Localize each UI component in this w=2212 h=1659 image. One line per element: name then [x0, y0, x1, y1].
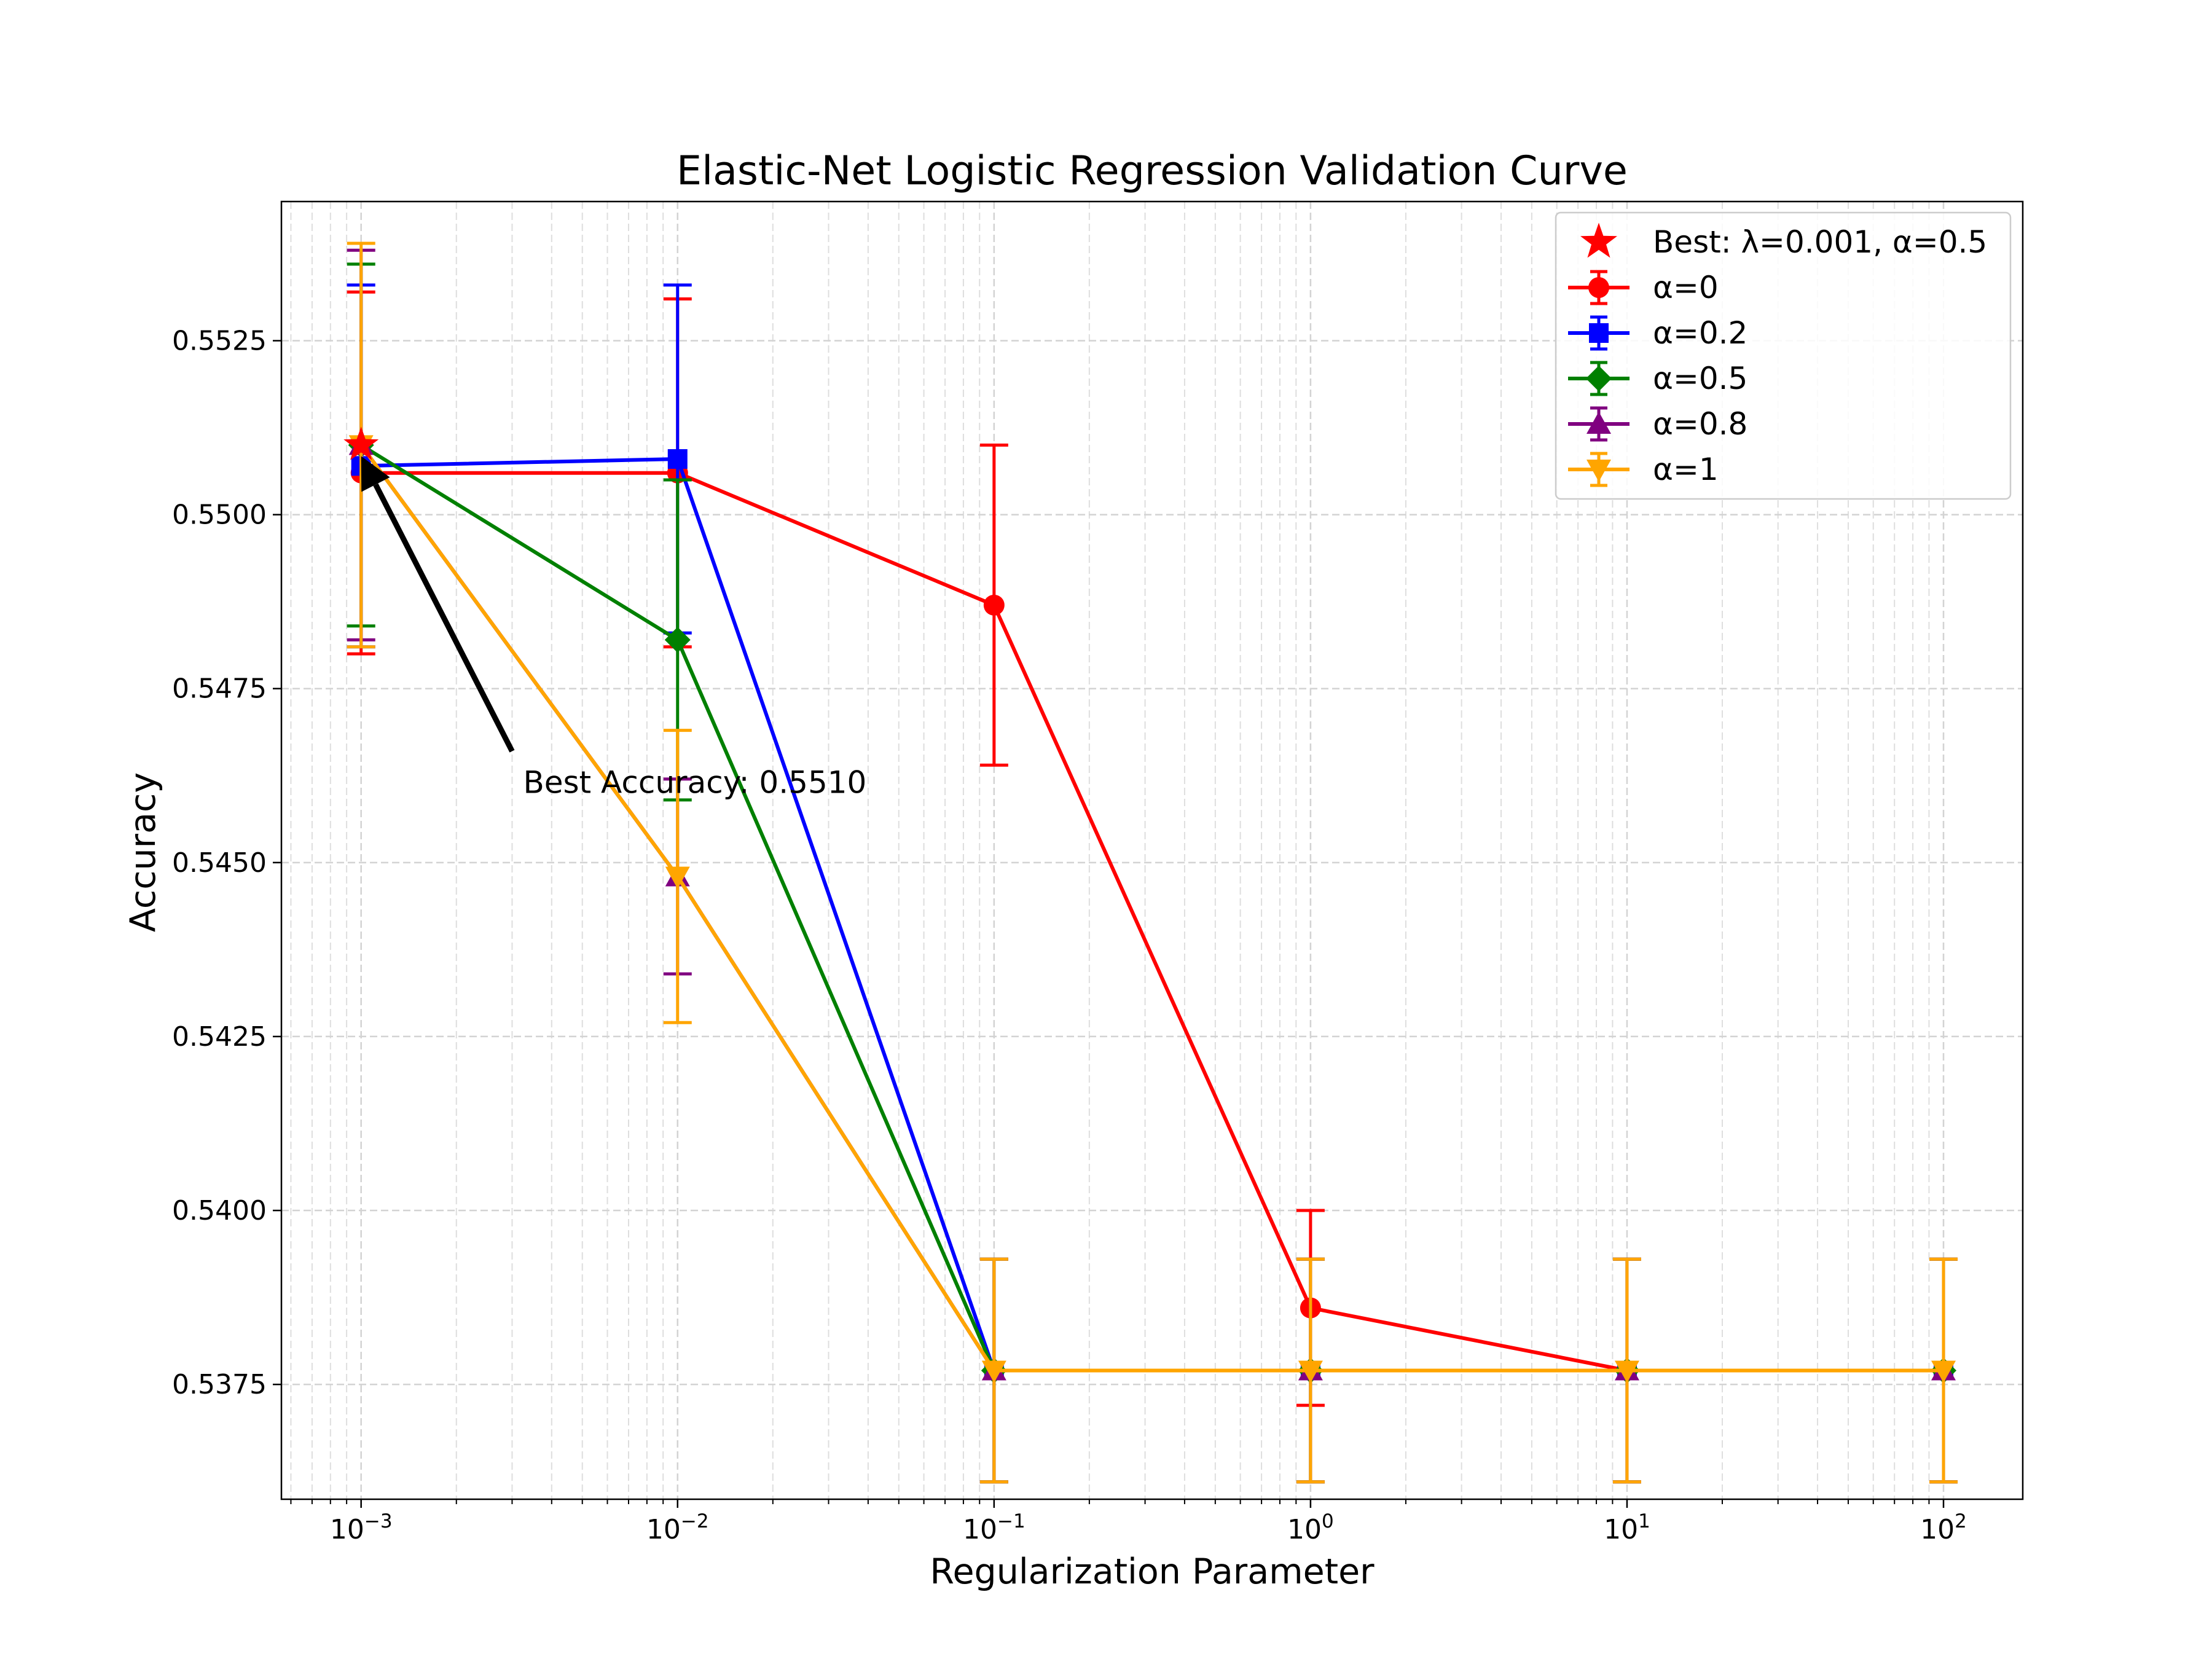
legend-box	[1555, 211, 2012, 500]
data-point	[664, 627, 691, 653]
legend-label: α=0	[1653, 270, 1719, 305]
annotation-text: Best Accuracy: 0.5510	[523, 765, 866, 801]
y-tick-label: 0.5500	[172, 500, 267, 531]
data-point	[667, 449, 688, 469]
x-axis-label: Regularization Parameter	[930, 1551, 1375, 1592]
data-point	[1614, 1360, 1639, 1383]
legend-label: α=1	[1653, 452, 1719, 487]
annotation-arrow-head	[361, 456, 390, 492]
data-point	[981, 1360, 1006, 1383]
chart-title: Elastic-Net Logistic Regression Validati…	[677, 148, 1628, 194]
legend-label: α=0.2	[1653, 315, 1747, 351]
y-tick-label: 0.5475	[172, 673, 267, 705]
data-point	[665, 866, 690, 889]
y-axis-label: Accuracy	[123, 772, 163, 932]
legend-marker	[1586, 366, 1612, 391]
legend-item: Best: λ=0.001, α=0.5	[1580, 222, 1987, 260]
plot-frame	[280, 200, 2024, 1500]
legend: Best: λ=0.001, α=0.5 α=0 α=0.2 α=0.5 α=0.8 α=…	[1555, 211, 2012, 500]
best-point-marker	[343, 426, 379, 460]
legend-label: α=0.5	[1653, 361, 1747, 396]
best-annotation: Best Accuracy: 0.5510	[361, 456, 866, 801]
y-tick-label: 0.5425	[172, 1021, 267, 1053]
y-tick-label: 0.5375	[172, 1369, 267, 1400]
data-point	[983, 594, 1005, 616]
legend-marker	[1588, 277, 1609, 298]
legend-star-marker	[1580, 222, 1617, 258]
legend-item: α=0	[1568, 270, 1719, 305]
legend-marker	[1589, 323, 1609, 343]
legend-label: α=0.8	[1653, 406, 1747, 442]
legend-marker	[1586, 412, 1611, 434]
data-point	[1931, 1360, 1956, 1383]
series-line	[359, 444, 1943, 1373]
legend-item: α=0.8	[1568, 406, 1747, 442]
series-layer	[343, 241, 1958, 1484]
legend-item: α=0.2	[1568, 315, 1747, 351]
y-tick-label: 0.5400	[172, 1195, 267, 1226]
y-tick-label: 0.5450	[172, 847, 267, 879]
axis-ticks: 0.5375 0.5400 0.5425 0.5450 0.5475 0.5500 0.55…	[172, 325, 1967, 1545]
legend-label: Best: λ=0.001, α=0.5	[1653, 224, 1987, 260]
annotation-arrow-shaft	[373, 483, 515, 753]
data-point	[1298, 1360, 1323, 1383]
legend-marker	[1586, 460, 1611, 482]
legend-item: α=1	[1568, 452, 1719, 487]
legend-item: α=0.5	[1568, 361, 1747, 396]
y-tick-label: 0.5525	[172, 325, 267, 356]
